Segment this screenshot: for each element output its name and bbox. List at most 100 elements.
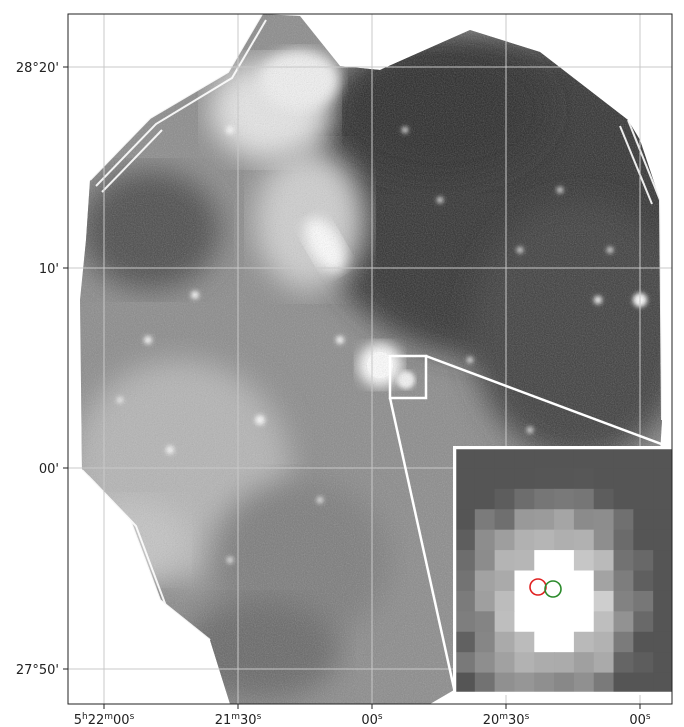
- inset-pixel: [474, 590, 496, 612]
- zoom-connector-bottom: [388, 397, 457, 694]
- inset-pixel: [633, 652, 654, 674]
- inset-pixel: [455, 468, 476, 490]
- inset-pixel: [593, 652, 615, 674]
- inset-pixel: [633, 509, 654, 531]
- inset-pixel: [573, 550, 595, 572]
- inset-pixel: [554, 509, 575, 531]
- inset-pixel: [455, 550, 476, 572]
- axis-ticks: [63, 66, 641, 709]
- inset-pixel: [514, 488, 535, 510]
- inset-pixel: [554, 590, 575, 612]
- inset-pixel: [593, 550, 615, 572]
- inset-pixel: [633, 672, 654, 693]
- inset-pixel: [494, 529, 516, 551]
- inset-pixel: [514, 631, 535, 653]
- inset-pixel: [573, 448, 595, 470]
- inset-pixel: [514, 652, 535, 674]
- inset-pixel: [653, 631, 672, 653]
- inset-pixel: [653, 570, 672, 592]
- inset-pixel: [554, 631, 575, 653]
- inset-pixel: [494, 590, 516, 612]
- inset-pixel: [494, 468, 516, 490]
- inset-pixel: [554, 488, 575, 510]
- inset-pixel: [633, 570, 654, 592]
- inset-pixel: [653, 529, 672, 551]
- inset-pixel: [514, 509, 535, 531]
- inset-pixel: [613, 529, 634, 551]
- inset-pixel: [653, 590, 672, 612]
- inset-pixel: [593, 529, 615, 551]
- inset-pixel: [455, 672, 476, 693]
- inset-pixel: [455, 529, 476, 551]
- inset-pixel: [593, 570, 615, 592]
- y-tick-label: 10': [39, 262, 59, 277]
- x-tick-label: 00s: [361, 712, 383, 727]
- inset-pixel: [573, 488, 595, 510]
- inset-pixel: [573, 509, 595, 531]
- inset-pixel: [554, 570, 575, 592]
- inset-pixel: [633, 529, 654, 551]
- inset-pixel: [494, 672, 516, 693]
- inset-pixel: [514, 672, 535, 693]
- plot-frame: [67, 13, 673, 705]
- inset-pixel: [613, 448, 634, 470]
- inset-pixel: [593, 468, 615, 490]
- inset-pixel: [613, 488, 634, 510]
- inset-pixel: [455, 570, 476, 592]
- inset-pixel: [534, 672, 555, 693]
- inset-pixel: [534, 631, 555, 653]
- inset-pixel: [554, 550, 575, 572]
- inset-pixel: [474, 672, 496, 693]
- inset-pixel: [514, 529, 535, 551]
- inset-pixel: [633, 468, 654, 490]
- inset-pixel: [593, 590, 615, 612]
- inset-pixel: [474, 509, 496, 531]
- inset-pixel: [514, 468, 535, 490]
- inset-pixel: [474, 529, 496, 551]
- inset-pixel: [554, 611, 575, 633]
- inset-pixel: [593, 448, 615, 470]
- inset-pixel: [613, 611, 634, 633]
- inset-pixel: [494, 570, 516, 592]
- inset-pixel: [633, 448, 654, 470]
- inset-pixel: [455, 448, 476, 470]
- inset-pixel: [474, 570, 496, 592]
- inset-pixel: [514, 590, 535, 612]
- inset-zoom-view: [453, 446, 672, 695]
- inset-pixel: [554, 529, 575, 551]
- inset-pixel: [534, 611, 555, 633]
- inset-pixel: [554, 652, 575, 674]
- inset-pixel: [573, 590, 595, 612]
- inset-pixel: [534, 550, 555, 572]
- inset-pixel: [455, 631, 476, 653]
- inset-pixel: [514, 611, 535, 633]
- inset-pixel: [593, 611, 615, 633]
- inset-pixel: [653, 672, 672, 693]
- inset-pixel: [474, 631, 496, 653]
- inset-pixel: [554, 672, 575, 693]
- inset-pixel: [494, 631, 516, 653]
- inset-pixel: [593, 509, 615, 531]
- inset-pixel: [653, 468, 672, 490]
- inset-pixel: [494, 611, 516, 633]
- inset-pixel: [573, 570, 595, 592]
- inset-pixel: [534, 652, 555, 674]
- inset-pixel: [534, 488, 555, 510]
- inset-pixel: [653, 448, 672, 470]
- inset-pixel: [613, 468, 634, 490]
- inset-pixel: [573, 631, 595, 653]
- inset-pixel: [514, 448, 535, 470]
- y-tick-label: 27°50': [16, 663, 59, 678]
- inset-pixel: [534, 570, 555, 592]
- inset-pixel: [474, 488, 496, 510]
- inset-pixel: [455, 590, 476, 612]
- inset-pixel: [573, 672, 595, 693]
- inset-pixel: [534, 448, 555, 470]
- inset-pixel: [494, 550, 516, 572]
- x-tick-label: 20m30s: [483, 712, 530, 727]
- inset-pixel: [633, 488, 654, 510]
- inset-pixel: [613, 509, 634, 531]
- inset-pixel: [494, 652, 516, 674]
- inset-pixel: [593, 488, 615, 510]
